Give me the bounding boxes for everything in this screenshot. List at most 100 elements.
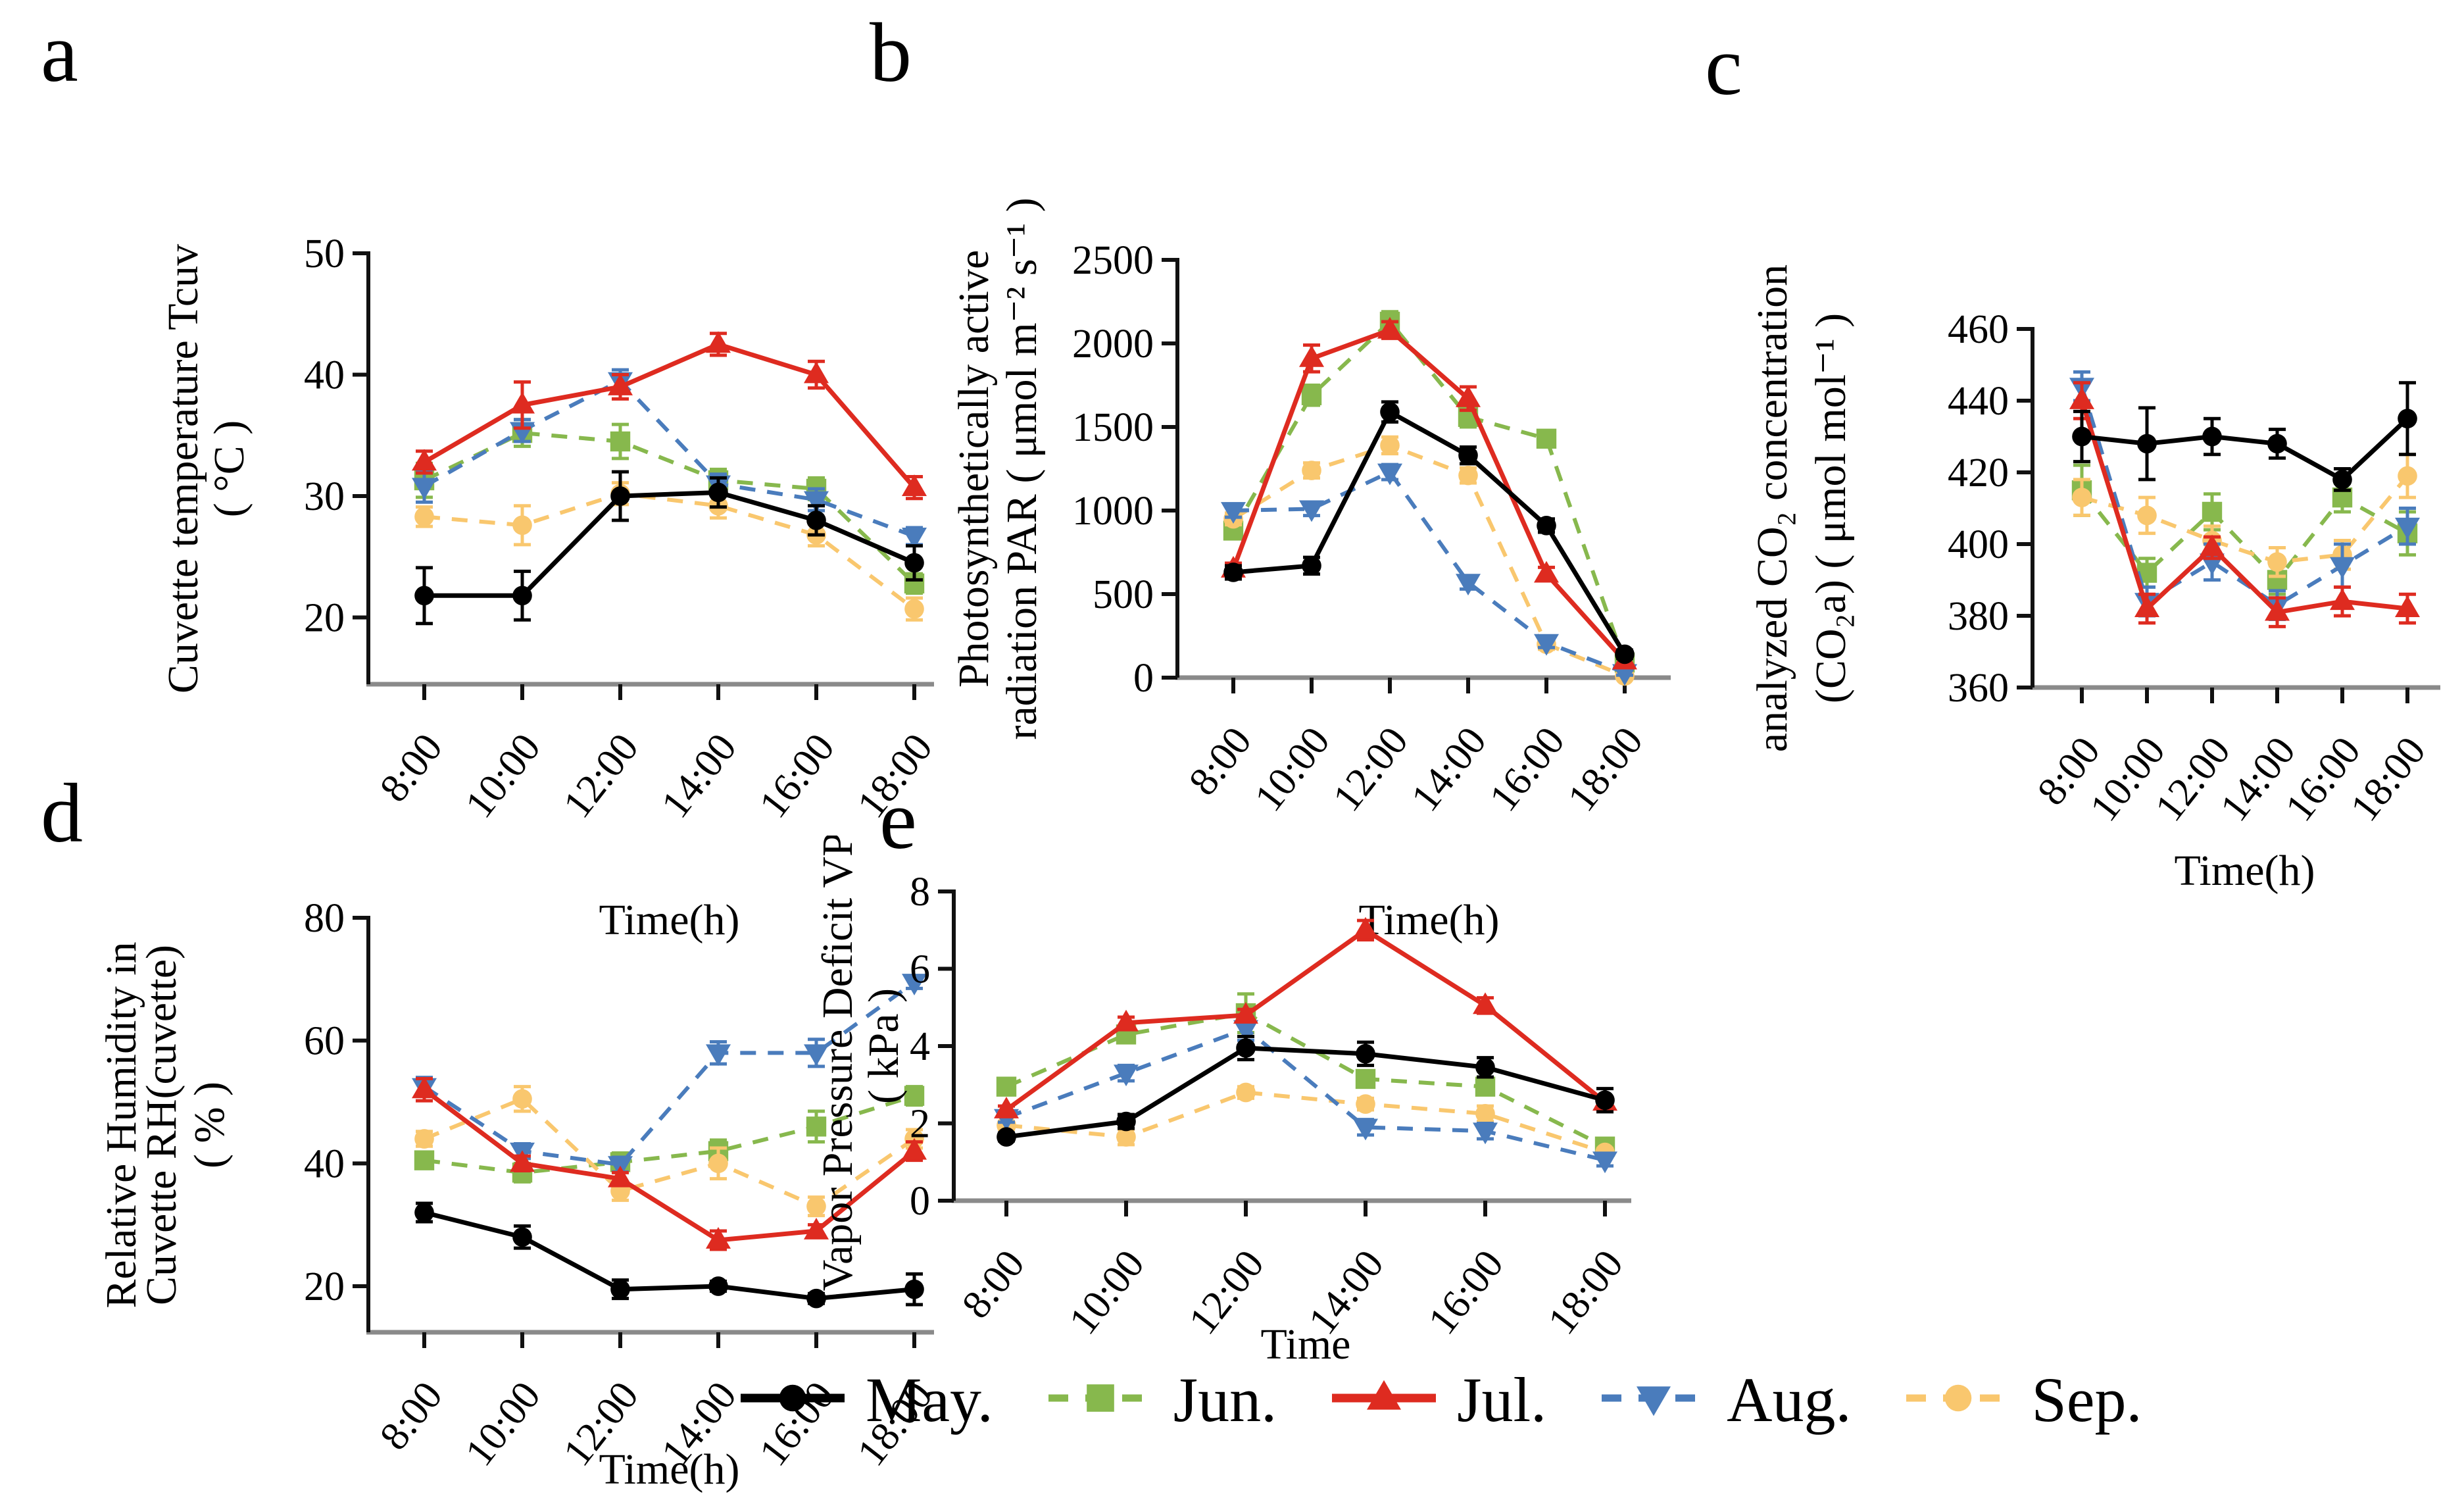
svg-text:14:00: 14:00 — [1402, 719, 1495, 820]
svg-text:16:00: 16:00 — [751, 726, 843, 826]
panel-letter-b: b — [870, 6, 912, 99]
svg-text:18:00: 18:00 — [849, 726, 941, 826]
legend-label: Jun. — [1173, 1364, 1277, 1435]
series-jul — [412, 331, 927, 501]
series-jul — [1221, 316, 1637, 670]
panel-letter-e: e — [879, 773, 917, 866]
svg-text:Cuvette RH(cuvette): Cuvette RH(cuvette) — [137, 945, 185, 1305]
legend-label: Sep. — [2031, 1364, 2142, 1435]
legend-item-sep: Sep. — [1902, 1365, 2142, 1434]
svg-text:4: 4 — [910, 1024, 930, 1069]
sep-marker-icon — [1902, 1365, 2014, 1434]
svg-text:(CO₂a) ( μmol mol⁻¹ ): (CO₂a) ( μmol mol⁻¹ ) — [1807, 313, 1855, 703]
panel-d-chart: 20 40 60 80 8:00 10:00 12:00 14:00 16:00 18:00 Tim… — [99, 836, 954, 1502]
legend-item-aug: Aug. — [1598, 1365, 1851, 1434]
svg-text:18:00: 18:00 — [1539, 1242, 1632, 1343]
sep-legend-glyph — [1906, 1384, 2011, 1412]
svg-text:10:00: 10:00 — [1060, 1242, 1153, 1343]
legend-label: May. — [866, 1364, 993, 1435]
may-legend-glyph — [741, 1384, 845, 1412]
series-may — [2072, 381, 2417, 492]
jul-legend-glyph — [1332, 1380, 1437, 1410]
series-aug — [412, 368, 927, 549]
series-aug — [994, 1015, 1617, 1174]
svg-text:0: 0 — [910, 1179, 930, 1224]
svg-text:360: 360 — [1948, 666, 2009, 711]
svg-text:Vapor Pressure Deficit VPD: Vapor Pressure Deficit VPD — [814, 836, 862, 1291]
panel-b-chart: 0 500 1000 1500 2000 2500 8:00 10:00 12:00 14:00 1… — [941, 197, 1737, 974]
series-sep — [414, 481, 924, 622]
svg-text:40: 40 — [304, 1141, 345, 1186]
svg-text:16:00: 16:00 — [1481, 719, 1573, 820]
series-jul — [412, 1076, 927, 1251]
svg-text:20: 20 — [304, 1264, 345, 1309]
panel-letter-a: a — [41, 6, 78, 99]
aug-legend-glyph — [1602, 1386, 1706, 1416]
svg-text:Relative Humidity in: Relative Humidity in — [99, 941, 145, 1308]
panel-b-plot: 050010001500200025008:0010:0012:0014:001… — [950, 197, 1671, 944]
panel-a-chart: 20 30 40 50 8:00 10:00 12:00 14:00 16:00 18:00 Tim… — [99, 197, 954, 974]
svg-text:12:00: 12:00 — [1180, 1242, 1273, 1343]
svg-text:Time: Time — [1261, 1320, 1351, 1368]
svg-text:14:00: 14:00 — [653, 726, 745, 826]
svg-text:10:00: 10:00 — [456, 726, 549, 826]
panel-letter-d: d — [41, 766, 83, 860]
svg-text:12:00: 12:00 — [2146, 729, 2239, 830]
svg-text:10:00: 10:00 — [456, 1374, 549, 1474]
jul-marker-icon — [1328, 1365, 1440, 1434]
series-may — [997, 1034, 1615, 1147]
svg-text:Time(h): Time(h) — [1359, 896, 1500, 944]
series-sep — [414, 1085, 924, 1218]
svg-text:8:00: 8:00 — [372, 726, 451, 811]
svg-text:( % ): ( % ) — [185, 1082, 234, 1168]
svg-text:1000: 1000 — [1072, 489, 1154, 534]
svg-text:2: 2 — [910, 1102, 930, 1147]
svg-text:14:00: 14:00 — [2211, 729, 2304, 830]
jun-legend-glyph — [1048, 1384, 1152, 1412]
aug-marker-icon — [1598, 1365, 1710, 1434]
svg-text:50: 50 — [304, 232, 345, 276]
svg-text:10:00: 10:00 — [2081, 729, 2174, 830]
svg-text:( kPa ): ( kPa ) — [860, 988, 908, 1104]
svg-text:2500: 2500 — [1072, 238, 1154, 283]
svg-text:Time(h): Time(h) — [599, 896, 740, 944]
legend-item-jun: Jun. — [1045, 1365, 1277, 1434]
svg-text:80: 80 — [304, 896, 345, 941]
svg-text:analyzed CO₂ concentration: analyzed CO₂ concentration — [1748, 264, 1796, 752]
svg-text:1500: 1500 — [1072, 405, 1154, 450]
series-jul — [2069, 381, 2420, 628]
svg-text:500: 500 — [1093, 572, 1154, 617]
series-may — [414, 1201, 924, 1309]
legend-label: Jul. — [1457, 1364, 1547, 1435]
svg-text:440: 440 — [1948, 379, 2009, 424]
figure-legend: May. Jun. Jul. Aug. Sep. — [737, 1365, 2142, 1434]
svg-text:420: 420 — [1948, 451, 2009, 495]
svg-text:460: 460 — [1948, 307, 2009, 352]
svg-text:Cuvette temperature Tcuv: Cuvette temperature Tcuv — [159, 244, 207, 693]
svg-text:6: 6 — [910, 947, 930, 992]
svg-text:( °C ): ( °C ) — [205, 420, 253, 517]
legend-label: Aug. — [1727, 1364, 1852, 1435]
series-may — [1223, 400, 1635, 664]
svg-text:8:00: 8:00 — [954, 1242, 1033, 1327]
panel-letter-c: c — [1705, 19, 1742, 113]
svg-text:30: 30 — [304, 474, 345, 519]
svg-text:Time(h): Time(h) — [599, 1445, 740, 1493]
svg-text:380: 380 — [1948, 594, 2009, 639]
svg-text:400: 400 — [1948, 522, 2009, 567]
svg-text:8: 8 — [910, 870, 930, 914]
svg-text:10:00: 10:00 — [1246, 719, 1339, 820]
series-sep — [2072, 453, 2417, 578]
series-sep — [997, 1082, 1615, 1163]
svg-text:16:00: 16:00 — [2277, 729, 2369, 830]
svg-text:0: 0 — [1133, 656, 1154, 701]
svg-text:40: 40 — [304, 353, 345, 398]
panel-a-plot: 20 30 40 50 8:00 10:00 12:00 14:00 16:00 18:00 Tim… — [159, 232, 941, 944]
svg-text:16:00: 16:00 — [1419, 1242, 1512, 1343]
may-marker-icon — [737, 1365, 849, 1434]
series-sep — [1223, 435, 1635, 686]
svg-text:Photosynthetically active: Photosynthetically active — [950, 250, 998, 688]
